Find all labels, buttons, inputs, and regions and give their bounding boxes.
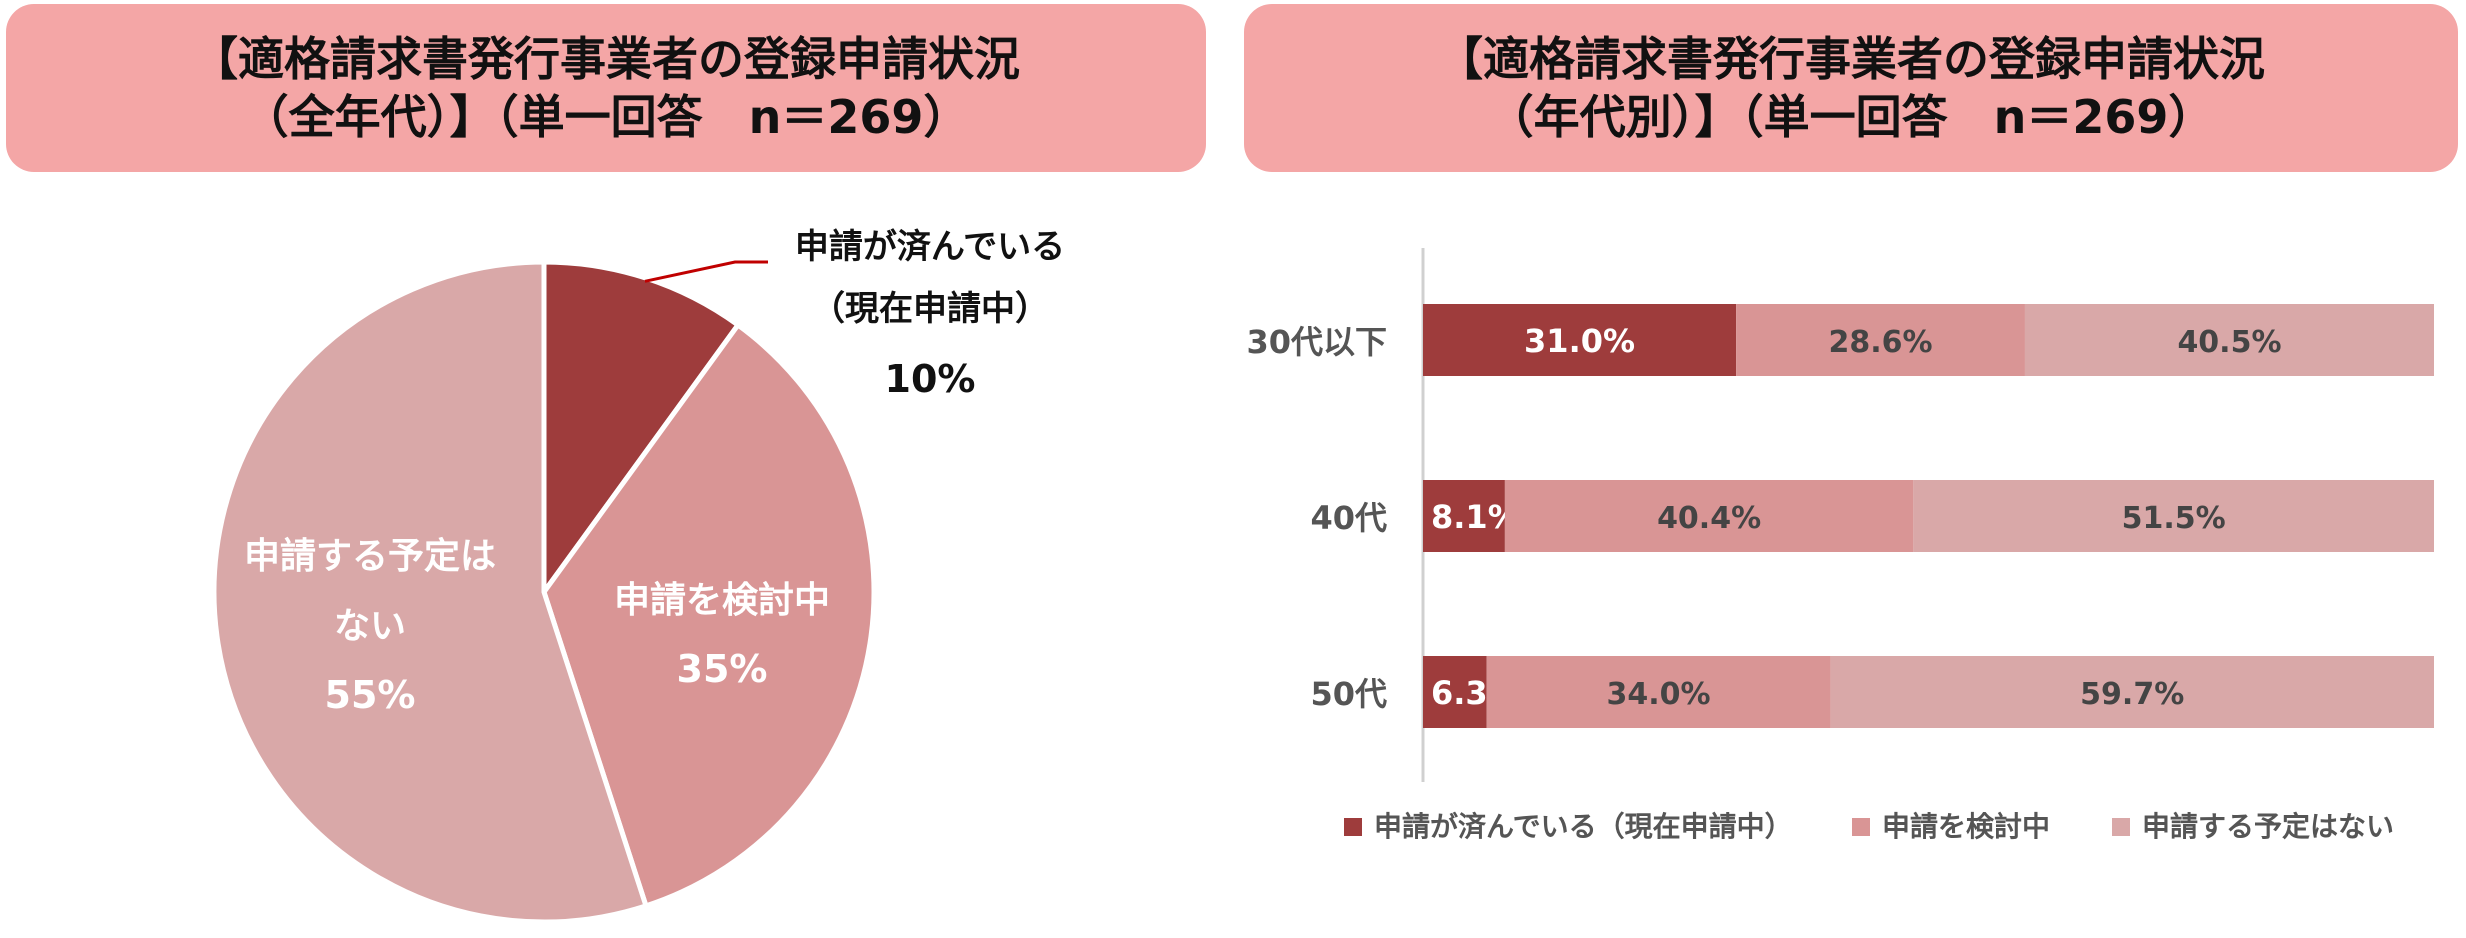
bar-segment [2024, 304, 2434, 376]
legend-swatch [2112, 818, 2130, 836]
category-tick-label: 50代 [1310, 675, 1387, 713]
legend-label: 申請する予定はない [2142, 810, 2394, 843]
bar-value-label: 31.0% [1524, 322, 1635, 360]
legend-label: 申請が済んでいる（現在申請中） [1374, 810, 1793, 843]
bar-segment [1913, 480, 2434, 552]
pie-label-line: 申請する予定は [244, 536, 496, 577]
pie-leader-line [644, 260, 768, 283]
bar-value-label: 40.5% [2177, 325, 2281, 360]
right-chart-title: 【適格請求書発行事業者の登録申請状況 （年代別）】（単一回答 n＝269） [1244, 4, 2458, 172]
bar-segment [1423, 480, 1505, 552]
pie-label-line: （現在申請中） [811, 289, 1049, 329]
bar-value-label: 34.0% [1607, 677, 1711, 712]
bar-segment [1423, 656, 1487, 728]
bar-segment [1736, 304, 2025, 376]
left-chart-title: 【適格請求書発行事業者の登録申請状況 （全年代）】（単一回答 n＝269） [6, 4, 1206, 172]
right-title-line1: 【適格請求書発行事業者の登録申請状況 [1437, 32, 2265, 86]
pie-value-label: 55% [325, 673, 416, 717]
bar-segment [1423, 304, 1737, 376]
left-title-line1: 【適格請求書発行事業者の登録申請状況 [192, 32, 1020, 86]
legend-swatch [1852, 818, 1870, 836]
bar-value-label: 40.4% [1657, 501, 1761, 536]
bar-segment [1830, 656, 2434, 728]
pie-chart: 申請が済んでいる （現在申請中） 10% 申請を検討中 35% 申請する予定はない 55% [211, 227, 1065, 925]
pie-label-line: ない [334, 606, 406, 647]
left-title-line2: （全年代）】（単一回答 n＝269） [242, 90, 970, 144]
bar-segment [1504, 480, 1914, 552]
bar-value-label: 28.6% [1828, 325, 1932, 360]
category-tick-label: 30代以下 [1246, 323, 1387, 361]
legend-swatch [1344, 818, 1362, 836]
pie-slice [211, 259, 650, 925]
pie-slice [541, 321, 877, 910]
pie-label-line: 申請が済んでいる [795, 227, 1065, 267]
bar-segment [1486, 656, 1831, 728]
pie-value-label: 35% [677, 647, 768, 691]
bar-value-label: 51.5% [2122, 501, 2226, 536]
pie-slice [541, 259, 742, 600]
legend-label: 申請を検討中 [1882, 810, 2050, 843]
pie-label-line: 申請を検討中 [614, 580, 830, 621]
right-title-line2: （年代別）】（単一回答 n＝269） [1487, 90, 2215, 144]
pie-value-label: 10% [885, 357, 976, 401]
bar-value-label: 59.7% [2080, 677, 2184, 712]
category-tick-label: 40代 [1310, 499, 1387, 537]
stacked-bar-chart: 30代以下 31.0% 28.6% 40.5%40代 8.1% 40.4% 51.5%50代… [1246, 248, 2434, 843]
